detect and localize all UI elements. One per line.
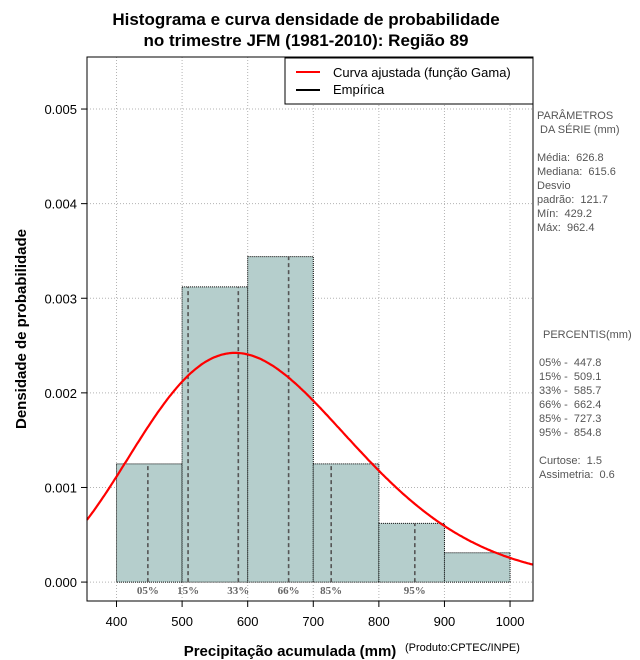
histogram-bar: [378, 522, 445, 583]
x-axis: 400 500 600 700 800 900 1000: [106, 601, 525, 629]
pct-15: 15% - 509.1: [539, 371, 601, 383]
gamma-curve: [86, 351, 534, 566]
histogram-bar: [181, 286, 249, 583]
y-tick-label: 0.005: [44, 102, 77, 117]
x-tick-label: 1000: [496, 614, 525, 629]
y-axis-label: Densidade de probabilidade: [13, 229, 30, 429]
histogram-bars: [116, 256, 511, 583]
stat-assimetria: Assimetria: 0.6: [539, 469, 615, 481]
x-axis-label: Precipitação acumulada (mm): [184, 643, 397, 660]
percentile-label: 95%: [404, 585, 426, 597]
percentile-lines: [147, 256, 416, 583]
stat-mediana: Mediana: 615.6: [537, 166, 616, 178]
stat-desvio-1: Desvio: [537, 180, 571, 192]
percentile-label: 05%: [137, 585, 159, 597]
x-tick-label: 900: [434, 614, 456, 629]
y-tick-label: 0.001: [44, 480, 77, 495]
percentile-label: 85%: [320, 585, 342, 597]
x-tick-label: 700: [302, 614, 324, 629]
stat-desvio-2: padrão: 121.7: [537, 194, 608, 206]
params-title-2: DA SÉRIE (mm): [537, 123, 620, 136]
percentis-title: PERCENTIS(mm): [543, 329, 632, 341]
plot-frame: [86, 56, 534, 602]
params-title-1: PARÂMETROS: [537, 109, 613, 122]
histogram-bar: [116, 463, 183, 583]
y-tick-label: 0.004: [44, 197, 77, 212]
y-axis: 0.000 0.001 0.002 0.003 0.004 0.005: [44, 102, 87, 590]
percentile-label: 33%: [227, 585, 249, 597]
product-credit: (Produto:CPTEC/INPE): [405, 642, 520, 654]
percentile-label: 15%: [177, 585, 199, 597]
y-tick-label: 0.002: [44, 386, 77, 401]
x-tick-label: 400: [106, 614, 128, 629]
stat-media: Média: 626.8: [537, 152, 604, 164]
x-tick-label: 500: [171, 614, 193, 629]
pct-33: 33% - 585.7: [539, 385, 601, 397]
percentile-labels: 05% 15% 33% 66% 85% 95%: [137, 585, 426, 597]
pct-95: 95% - 854.8: [539, 427, 601, 439]
stat-curtose: Curtose: 1.5: [539, 455, 602, 467]
fitted-curve-group: [86, 351, 534, 566]
legend-empirical-label: Empírica: [333, 82, 385, 97]
x-tick-label: 800: [368, 614, 390, 629]
side-panel: PARÂMETROS DA SÉRIE (mm) Média: 626.8 Me…: [537, 109, 632, 481]
histogram-bar: [312, 463, 380, 583]
x-tick-label: 600: [237, 614, 259, 629]
legend-curve-label: Curva ajustada (função Gama): [333, 65, 511, 80]
legend-box: [284, 57, 534, 105]
percentile-label: 66%: [278, 585, 300, 597]
stat-min: Mín: 429.2: [537, 208, 592, 220]
histogram-bar: [443, 552, 511, 583]
stat-max: Máx: 962.4: [537, 222, 594, 234]
y-tick-label: 0.000: [44, 575, 77, 590]
chart-title-line1: Histograma e curva densidade de probabil…: [112, 10, 499, 29]
legend: Curva ajustada (função Gama) Empírica: [284, 57, 534, 105]
pct-85: 85% - 727.3: [539, 413, 601, 425]
histogram-bar: [247, 256, 314, 583]
y-tick-label: 0.003: [44, 291, 77, 306]
pct-66: 66% - 662.4: [539, 399, 601, 411]
pct-05: 05% - 447.8: [539, 357, 601, 369]
chart-title-line2: no trimestre JFM (1981-2010): Região 89: [143, 31, 468, 50]
